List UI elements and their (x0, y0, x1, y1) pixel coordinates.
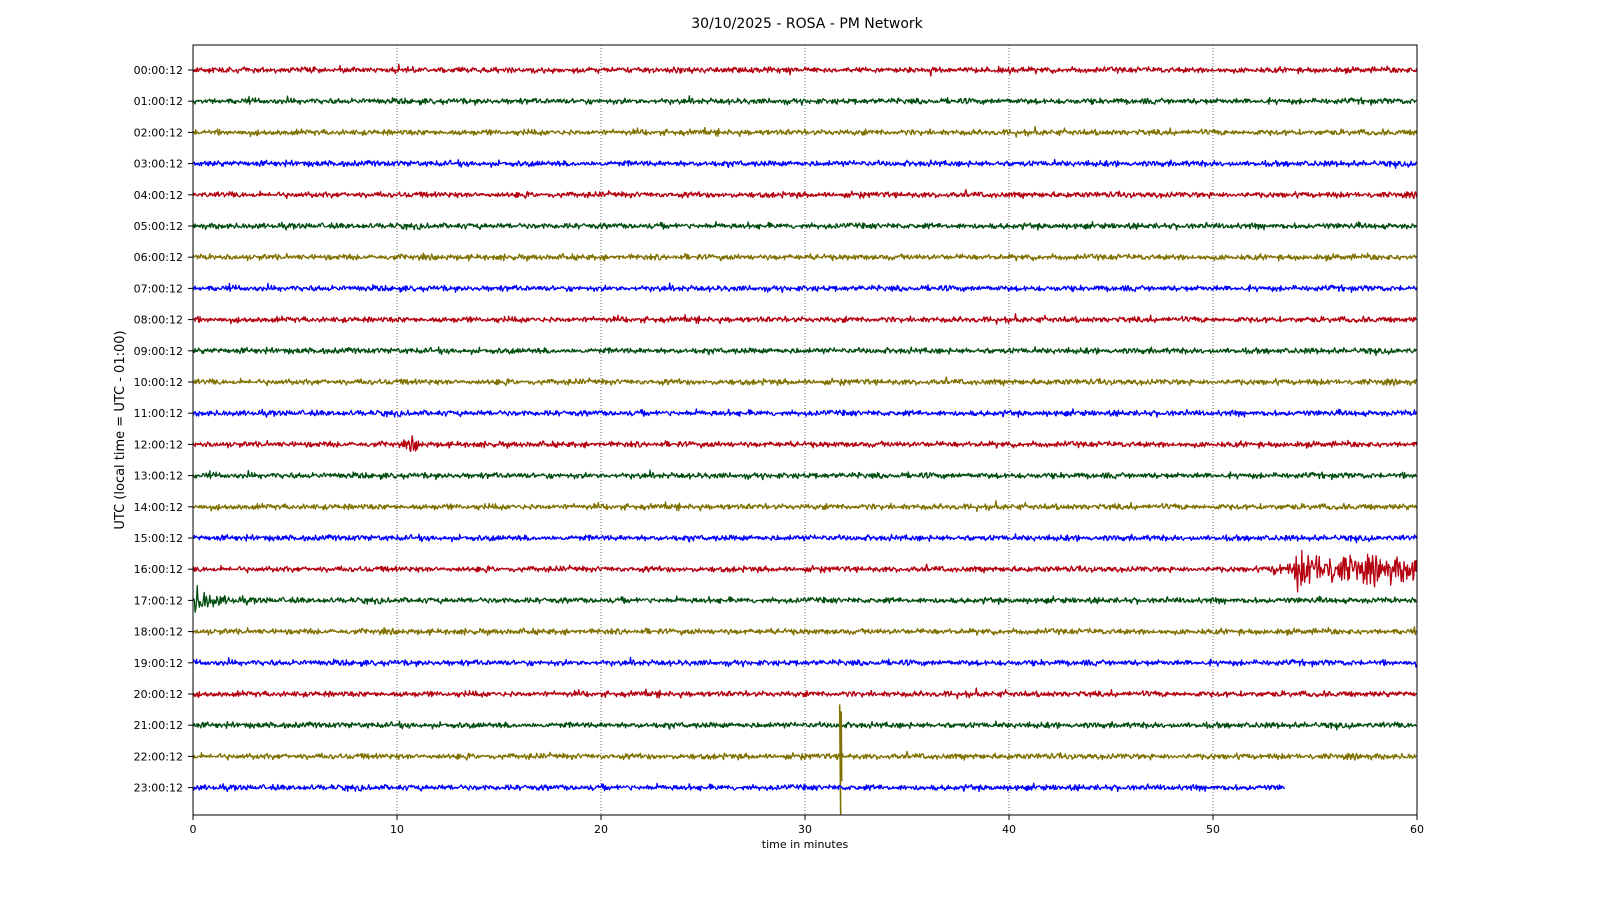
row-label: 19:00:12 (134, 657, 183, 670)
trace-line (192, 435, 1418, 453)
trace-line (192, 549, 1418, 593)
row-label: 02:00:12 (134, 126, 183, 139)
y-axis-label: UTC (local time = UTC - 01:00) (113, 330, 128, 529)
trace-line (192, 584, 1417, 613)
trace-line (192, 158, 1418, 169)
trace-line (192, 656, 1418, 668)
row-label: 13:00:12 (134, 470, 183, 483)
row-label: 12:00:12 (134, 438, 183, 451)
x-tick-label: 60 (1410, 823, 1424, 836)
row-label: 09:00:12 (134, 345, 183, 358)
trace-line (192, 500, 1418, 513)
row-label: 23:00:12 (134, 782, 183, 795)
trace-line (192, 687, 1417, 700)
trace-line (193, 63, 1418, 77)
trace-line (192, 221, 1418, 231)
row-label: 07:00:12 (134, 282, 183, 295)
row-label: 03:00:12 (134, 158, 183, 171)
x-axis-label: time in minutes (762, 838, 849, 851)
trace-line (192, 782, 1285, 793)
row-label: 18:00:12 (134, 626, 183, 639)
row-label: 06:00:12 (134, 251, 183, 264)
trace-line (192, 282, 1418, 294)
trace-line (192, 626, 1417, 637)
trace-line (192, 312, 1417, 325)
row-label: 21:00:12 (134, 719, 183, 732)
trace-line (192, 408, 1418, 418)
grid (396, 45, 1214, 815)
trace-line (192, 95, 1418, 106)
row-label: 17:00:12 (134, 594, 183, 607)
row-label: 16:00:12 (134, 563, 183, 576)
plot-border (192, 44, 1418, 816)
row-label: 22:00:12 (134, 750, 183, 763)
row-label: 15:00:12 (134, 532, 183, 545)
row-label: 20:00:12 (134, 688, 183, 701)
row-labels: 00:00:12 01:00:12 02:00:12 03:00:12 04:00:12… (134, 64, 193, 795)
trace-line (192, 189, 1418, 200)
row-label: 05:00:12 (134, 220, 183, 233)
trace-line (192, 750, 1417, 761)
row-label: 10:00:12 (134, 376, 183, 389)
trace-line (192, 469, 1418, 481)
row-label: 14:00:12 (134, 501, 183, 514)
x-tick-label: 30 (798, 823, 812, 836)
x-tick-label: 50 (1206, 823, 1220, 836)
x-tick-label: 20 (594, 823, 608, 836)
row-label: 11:00:12 (134, 407, 183, 420)
x-axis: 0 10 20 30 40 50 60 (190, 815, 1424, 836)
trace-line (192, 720, 1417, 731)
row-label: 01:00:12 (134, 95, 183, 108)
trace-line (192, 252, 1418, 262)
trace-group (192, 63, 1418, 815)
row-label: 08:00:12 (134, 314, 183, 327)
x-tick-label: 40 (1002, 823, 1016, 836)
chart-title: 30/10/2025 - ROSA - PM Network (691, 16, 923, 32)
trace-line (192, 125, 1418, 138)
x-tick-label: 0 (190, 823, 197, 836)
trace-line (192, 533, 1418, 544)
x-tick-label: 10 (390, 823, 404, 836)
trace-line (192, 376, 1418, 387)
trace-line (192, 346, 1417, 357)
row-label: 00:00:12 (134, 64, 183, 77)
row-label: 04:00:12 (134, 189, 183, 202)
spike-event (838, 704, 843, 815)
